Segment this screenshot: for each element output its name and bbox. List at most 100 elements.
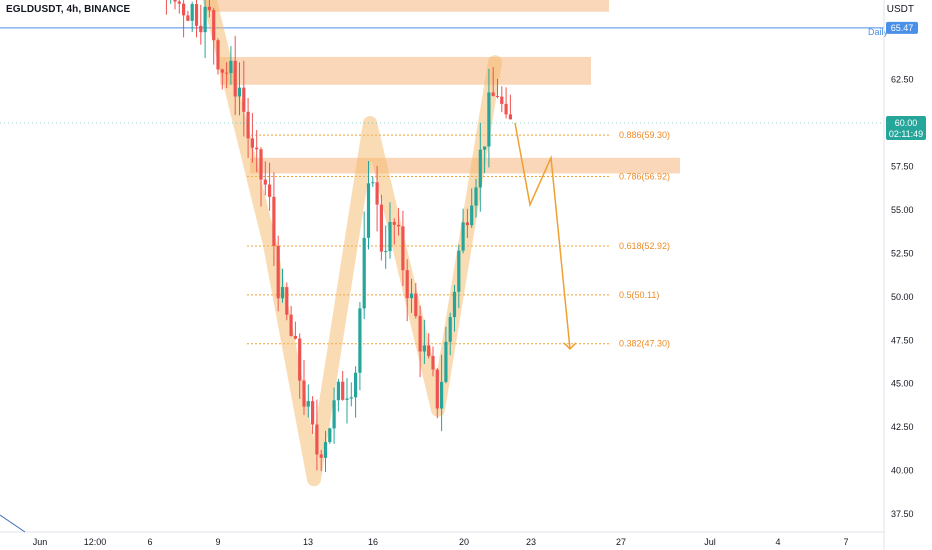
candle-body <box>285 287 289 315</box>
candle-body <box>212 10 216 41</box>
candle-body <box>203 6 207 33</box>
level-timeframe-label: Daily <box>868 27 889 37</box>
candle-body <box>457 250 461 292</box>
price-tick-label: 37.50 <box>891 509 914 519</box>
candle-body <box>392 221 396 225</box>
supply-zones <box>206 0 680 174</box>
candle-body <box>182 3 186 16</box>
time-tick-label: 7 <box>843 537 848 547</box>
time-tick-label: 27 <box>616 537 626 547</box>
candle-body <box>440 381 444 409</box>
candle-body <box>366 183 371 238</box>
candle-body <box>220 69 224 73</box>
time-tick-label: 23 <box>526 537 536 547</box>
candle-body <box>336 381 340 401</box>
candle-body <box>246 111 250 139</box>
candle-body <box>500 96 504 104</box>
candle-body <box>255 147 259 150</box>
candle-body <box>427 345 431 357</box>
candle-body <box>504 103 508 115</box>
candle-body <box>250 138 254 148</box>
price-tick-label: 52.50 <box>891 248 914 258</box>
price-tick-label: 50.00 <box>891 292 914 302</box>
supply-zone <box>250 157 680 174</box>
candle-body <box>483 146 487 150</box>
candle-body <box>461 222 465 251</box>
horizontal-levels: 4h87.48Daily65.47 <box>0 21 918 37</box>
candle-body <box>358 308 362 373</box>
supply-zone <box>206 0 609 12</box>
projection-arrowhead <box>563 342 577 351</box>
candle-body <box>388 221 392 252</box>
candle-body <box>405 270 409 299</box>
candle-body <box>491 92 495 96</box>
candle-body <box>263 179 267 185</box>
candle-body <box>194 4 199 26</box>
supply-zone <box>220 56 591 85</box>
candle-body <box>448 317 452 342</box>
candle-body <box>190 4 194 21</box>
time-tick-label: 4 <box>775 537 780 547</box>
projection-arrow <box>514 122 577 351</box>
price-tick-label: 42.50 <box>891 422 914 432</box>
candle-body <box>259 149 263 180</box>
time-tick-label: 20 <box>459 537 469 547</box>
candle-body <box>298 338 302 381</box>
candle-body <box>332 400 336 429</box>
candle-body <box>173 0 177 2</box>
candle-body <box>315 424 319 455</box>
price-tick-label: 57.50 <box>891 161 914 171</box>
candle-body <box>311 401 315 425</box>
candle-body <box>435 369 439 409</box>
candle-body <box>289 314 293 336</box>
fib-label: 0.786(56.92) <box>619 172 670 182</box>
time-tick-label: Jul <box>704 537 716 547</box>
time-tick-label: 9 <box>215 537 220 547</box>
candle-body <box>465 222 469 226</box>
current-price-label: 60.00 <box>895 118 918 128</box>
candle-body <box>237 87 242 97</box>
candle-body <box>207 6 211 11</box>
candle-body <box>379 204 383 252</box>
candle-body <box>418 316 422 352</box>
candle-body <box>233 60 237 97</box>
candle-body <box>444 341 448 382</box>
time-tick-label: 13 <box>303 537 313 547</box>
candle-body <box>345 398 349 400</box>
fib-label: 0.618(52.92) <box>619 241 670 251</box>
candle-body <box>470 205 474 226</box>
time-tick-label: Jun <box>33 537 48 547</box>
candles <box>165 0 512 472</box>
candle-body <box>225 72 229 74</box>
candle-body <box>384 251 388 253</box>
candle-body <box>242 87 246 112</box>
candle-body <box>276 245 280 299</box>
candle-body <box>293 335 297 339</box>
candle-body <box>371 182 375 184</box>
candle-body <box>362 237 366 309</box>
candle-body <box>216 40 220 70</box>
candle-body <box>280 287 285 299</box>
symbol-title: EGLDUSDT, 4h, BINANCE <box>6 4 131 15</box>
candle-body <box>302 380 306 407</box>
level-price-tag <box>886 21 918 34</box>
candle-body <box>229 60 233 74</box>
candle-body <box>177 1 181 4</box>
current-price-tag <box>886 116 926 140</box>
candle-body <box>272 196 276 246</box>
candle-body <box>328 428 332 443</box>
candle-body <box>341 381 345 400</box>
fib-label: 0.5(50.11) <box>619 290 659 300</box>
candle-body <box>409 293 414 299</box>
candle-body <box>414 293 418 317</box>
fib-label: 0.886(59.30) <box>619 130 670 140</box>
candle-body <box>268 184 272 197</box>
candle-body <box>323 442 328 458</box>
candle-body <box>199 25 203 33</box>
candle-body <box>431 356 435 370</box>
level-price-label: 65.47 <box>891 23 914 33</box>
time-axis: Jun 12:00 6 9 13 16 20 23 27 Jul 4 7 <box>0 514 884 547</box>
candle-body <box>397 224 401 227</box>
